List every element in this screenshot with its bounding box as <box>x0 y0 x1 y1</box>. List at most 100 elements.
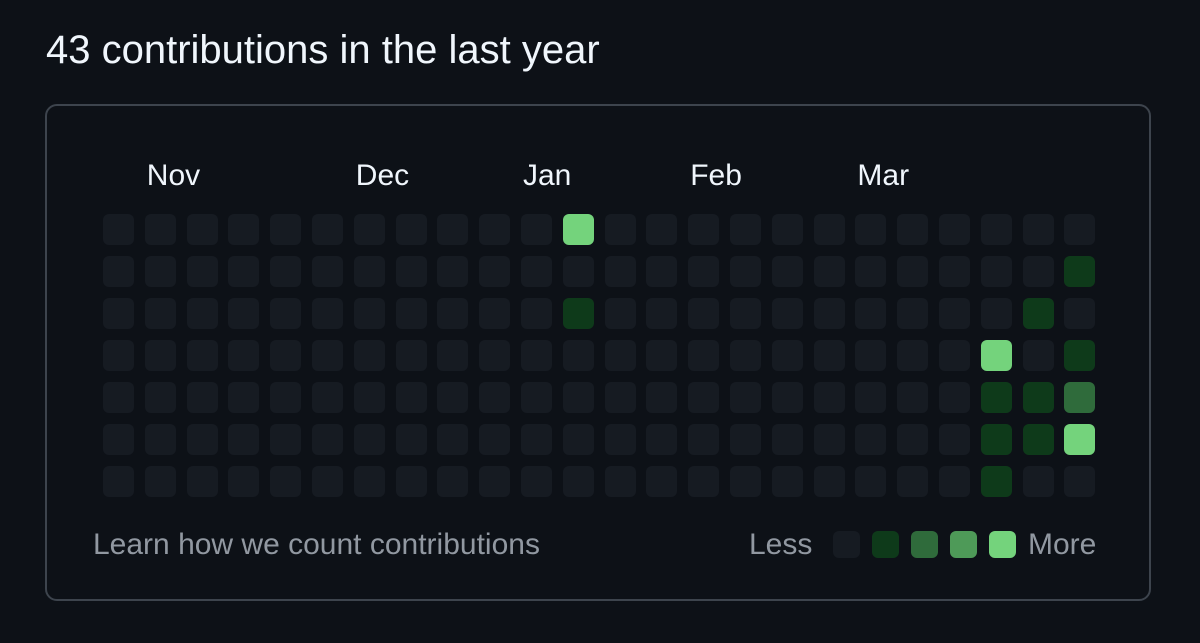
contribution-day-cell[interactable] <box>1022 340 1054 371</box>
contribution-day-cell[interactable] <box>1064 298 1096 329</box>
contribution-day-cell[interactable] <box>186 466 218 497</box>
contribution-day-cell[interactable] <box>270 424 302 455</box>
contribution-day-cell[interactable] <box>939 298 970 329</box>
contribution-day-cell[interactable] <box>939 424 970 455</box>
contribution-day-cell[interactable] <box>479 466 511 497</box>
contribution-day-cell[interactable] <box>103 214 134 245</box>
contribution-day-cell[interactable] <box>521 466 552 497</box>
contribution-day-cell[interactable] <box>688 466 720 497</box>
contribution-day-cell[interactable] <box>730 424 761 455</box>
contribution-day-cell[interactable] <box>228 256 260 287</box>
contribution-day-cell[interactable] <box>771 382 803 413</box>
contribution-day-cell[interactable] <box>562 214 594 245</box>
contribution-day-cell[interactable] <box>186 382 218 413</box>
contribution-day-cell[interactable] <box>353 340 385 371</box>
contribution-day-cell[interactable] <box>312 256 343 287</box>
contribution-day-cell[interactable] <box>939 214 970 245</box>
contribution-day-cell[interactable] <box>980 466 1012 497</box>
contribution-day-cell[interactable] <box>437 382 469 413</box>
contribution-day-cell[interactable] <box>855 382 887 413</box>
contribution-day-cell[interactable] <box>688 424 720 455</box>
contribution-day-cell[interactable] <box>312 340 343 371</box>
contribution-day-cell[interactable] <box>479 256 511 287</box>
contribution-day-cell[interactable] <box>1064 382 1096 413</box>
contribution-day-cell[interactable] <box>1022 466 1054 497</box>
contribution-day-cell[interactable] <box>103 340 134 371</box>
contribution-day-cell[interactable] <box>688 298 720 329</box>
contribution-day-cell[interactable] <box>521 424 552 455</box>
contribution-day-cell[interactable] <box>604 466 636 497</box>
contribution-day-cell[interactable] <box>312 382 343 413</box>
contribution-day-cell[interactable] <box>562 340 594 371</box>
contribution-day-cell[interactable] <box>186 298 218 329</box>
contribution-day-cell[interactable] <box>353 424 385 455</box>
contribution-day-cell[interactable] <box>521 382 552 413</box>
contribution-day-cell[interactable] <box>813 382 845 413</box>
contribution-day-cell[interactable] <box>771 424 803 455</box>
contribution-day-cell[interactable] <box>1064 214 1096 245</box>
contribution-day-cell[interactable] <box>562 256 594 287</box>
contribution-day-cell[interactable] <box>980 298 1012 329</box>
contribution-day-cell[interactable] <box>186 340 218 371</box>
contribution-day-cell[interactable] <box>353 466 385 497</box>
contribution-day-cell[interactable] <box>980 214 1012 245</box>
contribution-day-cell[interactable] <box>813 466 845 497</box>
contribution-day-cell[interactable] <box>437 256 469 287</box>
contribution-day-cell[interactable] <box>980 382 1012 413</box>
contribution-day-cell[interactable] <box>855 424 887 455</box>
contribution-day-cell[interactable] <box>1064 466 1096 497</box>
contribution-day-cell[interactable] <box>939 256 970 287</box>
contribution-day-cell[interactable] <box>855 256 887 287</box>
contribution-day-cell[interactable] <box>395 382 427 413</box>
contribution-day-cell[interactable] <box>270 466 302 497</box>
contribution-day-cell[interactable] <box>730 466 761 497</box>
contribution-day-cell[interactable] <box>186 424 218 455</box>
contribution-day-cell[interactable] <box>1064 424 1096 455</box>
contribution-day-cell[interactable] <box>562 424 594 455</box>
learn-how-we-count-link[interactable]: Learn how we count contributions <box>93 528 540 561</box>
contribution-day-cell[interactable] <box>144 298 176 329</box>
contribution-day-cell[interactable] <box>646 340 678 371</box>
contribution-day-cell[interactable] <box>1022 256 1054 287</box>
contribution-day-cell[interactable] <box>228 214 260 245</box>
contribution-day-cell[interactable] <box>144 466 176 497</box>
contribution-day-cell[interactable] <box>939 340 970 371</box>
contribution-day-cell[interactable] <box>144 256 176 287</box>
contribution-day-cell[interactable] <box>730 214 761 245</box>
contribution-day-cell[interactable] <box>312 298 343 329</box>
contribution-day-cell[interactable] <box>353 298 385 329</box>
contribution-day-cell[interactable] <box>562 298 594 329</box>
contribution-day-cell[interactable] <box>813 340 845 371</box>
contribution-day-cell[interactable] <box>228 382 260 413</box>
contribution-day-cell[interactable] <box>646 256 678 287</box>
contribution-day-cell[interactable] <box>604 424 636 455</box>
contribution-day-cell[interactable] <box>353 382 385 413</box>
contribution-day-cell[interactable] <box>270 340 302 371</box>
contribution-day-cell[interactable] <box>604 382 636 413</box>
contribution-day-cell[interactable] <box>897 466 929 497</box>
contribution-day-cell[interactable] <box>395 256 427 287</box>
contribution-day-cell[interactable] <box>353 256 385 287</box>
contribution-day-cell[interactable] <box>688 382 720 413</box>
contribution-day-cell[interactable] <box>103 256 134 287</box>
contribution-day-cell[interactable] <box>855 298 887 329</box>
contribution-day-cell[interactable] <box>813 256 845 287</box>
contribution-day-cell[interactable] <box>730 256 761 287</box>
contribution-day-cell[interactable] <box>228 424 260 455</box>
contribution-day-cell[interactable] <box>1064 340 1096 371</box>
contribution-day-cell[interactable] <box>479 340 511 371</box>
contribution-day-cell[interactable] <box>1022 424 1054 455</box>
contribution-day-cell[interactable] <box>395 466 427 497</box>
contribution-day-cell[interactable] <box>855 340 887 371</box>
contribution-day-cell[interactable] <box>228 298 260 329</box>
contribution-day-cell[interactable] <box>646 214 678 245</box>
contribution-day-cell[interactable] <box>437 214 469 245</box>
contribution-day-cell[interactable] <box>479 298 511 329</box>
contribution-day-cell[interactable] <box>479 214 511 245</box>
contribution-day-cell[interactable] <box>1022 298 1054 329</box>
contribution-day-cell[interactable] <box>771 256 803 287</box>
contribution-day-cell[interactable] <box>270 298 302 329</box>
contribution-day-cell[interactable] <box>646 466 678 497</box>
contribution-day-cell[interactable] <box>270 382 302 413</box>
contribution-day-cell[interactable] <box>521 214 552 245</box>
